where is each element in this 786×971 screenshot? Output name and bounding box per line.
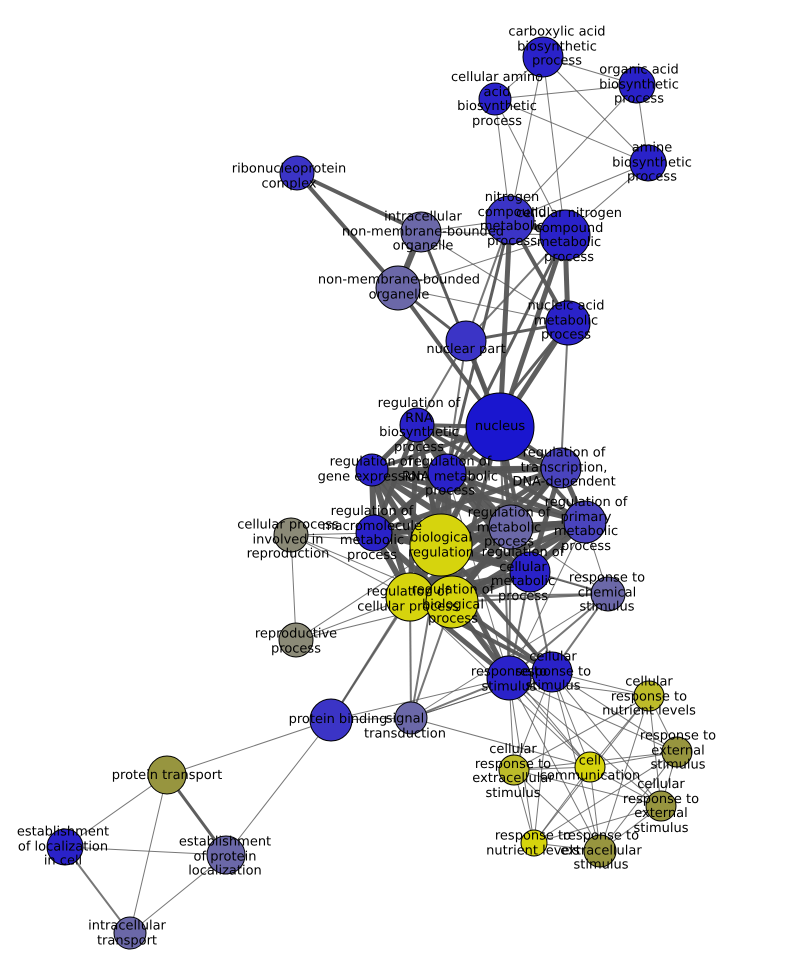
- edge: [551, 671, 662, 807]
- graph-node-regulation-of-primary-metabolic-process[interactable]: [563, 500, 607, 544]
- graph-node-regulation-of-cellular-metabolic-process[interactable]: [509, 551, 551, 593]
- edge: [129, 774, 168, 934]
- edge: [508, 677, 678, 753]
- edge: [371, 465, 562, 473]
- edge: [560, 322, 569, 469]
- node-layer: [46, 36, 693, 950]
- edge: [513, 695, 650, 771]
- graph-node-cellular-amino-acid-biosynthetic-process[interactable]: [478, 82, 512, 116]
- edge: [542, 56, 649, 164]
- graph-node-regulation-of-metabolic-process[interactable]: [488, 504, 534, 550]
- graph-node-response-to-external-stimulus[interactable]: [661, 736, 693, 768]
- graph-node-nitrogen-compound-metabolic-process[interactable]: [485, 195, 535, 245]
- graph-node-regulation-of-gene-expression[interactable]: [355, 453, 389, 487]
- graph-node-response-to-extracellular-stimulus[interactable]: [583, 834, 617, 868]
- graph-node-intracellular-non-membrane-bounded-organelle[interactable]: [400, 211, 442, 253]
- graph-node-nucleus[interactable]: [465, 392, 535, 462]
- graph-node-cellular-response-to-stimulus[interactable]: [531, 651, 573, 693]
- edge: [494, 84, 638, 100]
- edge: [296, 171, 422, 234]
- edge: [290, 534, 297, 641]
- edge: [64, 846, 227, 856]
- graph-node-organic-acid-biosynthetic-process[interactable]: [618, 66, 656, 104]
- graph-node-non-membrane-bounded-organelle[interactable]: [375, 265, 421, 311]
- edge: [513, 769, 662, 807]
- graph-node-reproductive-process[interactable]: [278, 622, 314, 658]
- graph-node-cellular-response-to-extracellular-stimulus[interactable]: [498, 754, 530, 786]
- edge: [129, 854, 227, 934]
- edge: [295, 171, 400, 290]
- graph-node-ribonucleoprotein-complex[interactable]: [279, 155, 315, 191]
- graph-node-cellular-response-to-external-stimulus[interactable]: [645, 790, 677, 822]
- graph-node-regulation-of-transcription-dna-dependent[interactable]: [540, 447, 582, 489]
- graph-node-signal-transduction[interactable]: [394, 701, 428, 735]
- edge: [509, 162, 649, 221]
- edge: [446, 340, 467, 474]
- edge: [497, 219, 513, 428]
- edge: [533, 671, 553, 844]
- graph-node-establishment-of-protein-localization[interactable]: [206, 835, 246, 875]
- edge: [499, 426, 510, 679]
- graph-node-response-to-chemical-stimulus[interactable]: [590, 576, 626, 612]
- edge: [508, 677, 601, 852]
- edge: [225, 719, 332, 856]
- graph-node-intracellular-transport[interactable]: [113, 916, 147, 950]
- edge: [410, 717, 591, 768]
- graph-node-cell-communication[interactable]: [574, 751, 606, 783]
- graph-node-regulation-of-rna-biosynthetic-process[interactable]: [399, 407, 435, 443]
- edge: [513, 769, 601, 852]
- edge: [509, 56, 544, 221]
- edge: [330, 677, 510, 721]
- graph-node-nuclear-part[interactable]: [445, 320, 487, 362]
- edge: [371, 467, 586, 525]
- graph-node-response-to-stimulus[interactable]: [486, 655, 532, 701]
- edge: [542, 56, 566, 236]
- edge: [533, 766, 591, 844]
- edge: [508, 521, 586, 679]
- edge: [64, 774, 168, 848]
- edge: [648, 695, 662, 807]
- graph-node-regulation-of-macromolecule-metabolic-process[interactable]: [355, 514, 393, 552]
- edge: [508, 526, 512, 679]
- edge: [494, 98, 649, 164]
- graph-node-carboxylic-acid-biosynthetic-process[interactable]: [522, 36, 564, 78]
- edge: [533, 751, 678, 844]
- edge: [397, 234, 566, 289]
- graph-node-protein-binding[interactable]: [309, 698, 353, 742]
- edge: [370, 467, 513, 530]
- edge: [533, 805, 662, 844]
- graph-node-cellular-response-to-nutrient-levels[interactable]: [633, 680, 665, 712]
- edge: [508, 677, 662, 807]
- graph-node-regulation-of-biological-process[interactable]: [425, 575, 479, 629]
- graph-node-protein-transport[interactable]: [147, 755, 187, 795]
- edge: [509, 84, 638, 221]
- graph-node-establishment-of-localization-in-cell[interactable]: [46, 828, 84, 866]
- edge-layer: [64, 56, 678, 934]
- graph-node-biological-regulation[interactable]: [409, 513, 473, 577]
- edge: [508, 677, 650, 697]
- graph-node-cellular-nitrogen-compound-metabolic-process[interactable]: [539, 209, 591, 261]
- graph-node-response-to-nutrient-levels[interactable]: [520, 829, 548, 857]
- graph-node-amine-biosynthetic-process[interactable]: [629, 144, 667, 182]
- graph-node-cellular-process-involved-in-reproduction[interactable]: [273, 517, 309, 553]
- edge: [599, 695, 650, 852]
- edge: [551, 671, 678, 753]
- graph-node-nucleic-acid-metabolic-process[interactable]: [545, 300, 591, 346]
- edge: [166, 719, 332, 776]
- graph-node-regulation-of-rna-metabolic-process[interactable]: [427, 453, 467, 493]
- edge: [446, 472, 510, 679]
- edge: [599, 751, 678, 852]
